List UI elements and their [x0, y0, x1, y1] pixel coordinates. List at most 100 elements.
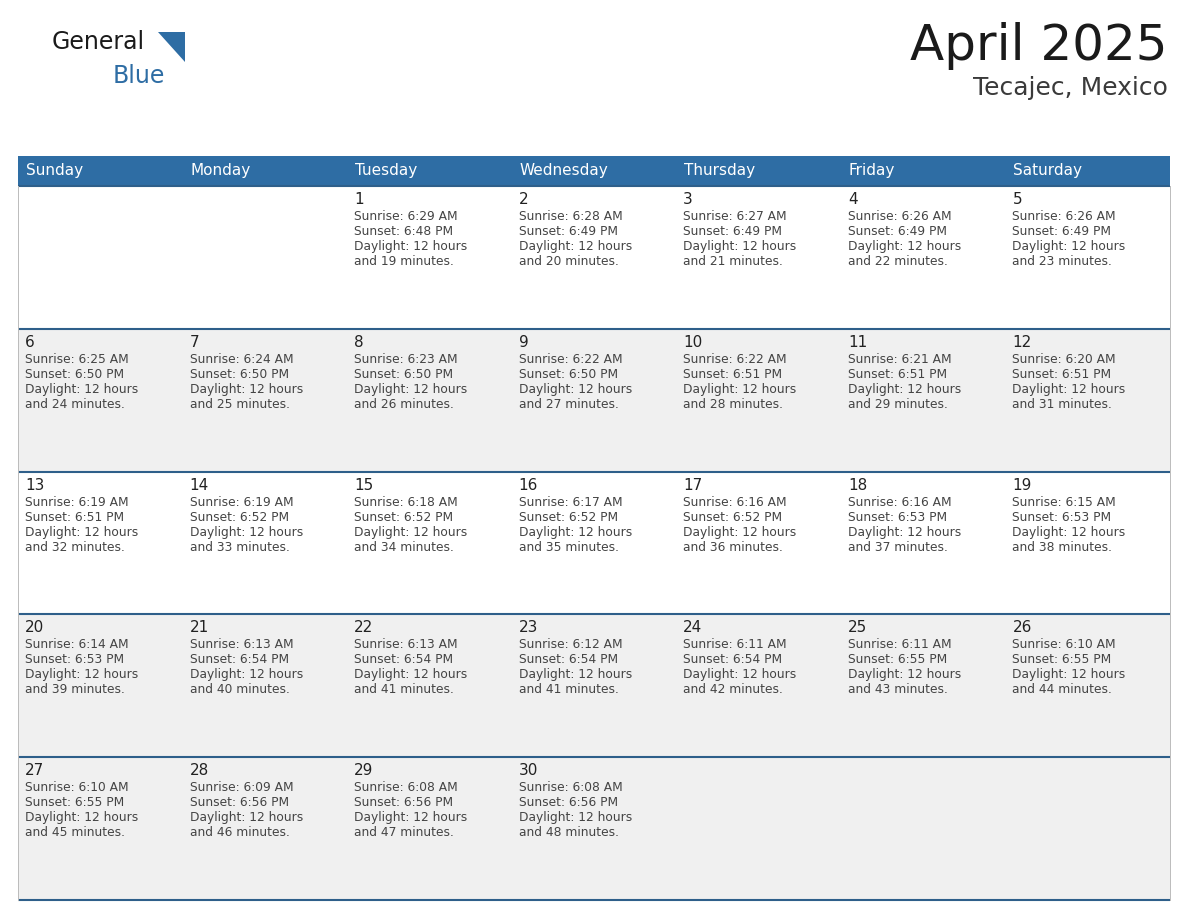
Text: Sunset: 6:49 PM: Sunset: 6:49 PM [848, 225, 947, 238]
Text: 22: 22 [354, 621, 373, 635]
Text: and 21 minutes.: and 21 minutes. [683, 255, 783, 268]
Text: 27: 27 [25, 763, 44, 778]
Text: Wednesday: Wednesday [519, 163, 608, 178]
Text: Sunrise: 6:19 AM: Sunrise: 6:19 AM [190, 496, 293, 509]
Text: 20: 20 [25, 621, 44, 635]
Text: Daylight: 12 hours: Daylight: 12 hours [519, 383, 632, 396]
Text: Daylight: 12 hours: Daylight: 12 hours [1012, 526, 1126, 539]
Text: and 41 minutes.: and 41 minutes. [519, 683, 619, 697]
Text: 17: 17 [683, 477, 702, 493]
Text: Sunset: 6:51 PM: Sunset: 6:51 PM [683, 368, 783, 381]
Text: Daylight: 12 hours: Daylight: 12 hours [1012, 383, 1126, 396]
Text: and 41 minutes.: and 41 minutes. [354, 683, 454, 697]
Text: and 47 minutes.: and 47 minutes. [354, 826, 454, 839]
Text: Tuesday: Tuesday [355, 163, 417, 178]
Text: Sunset: 6:51 PM: Sunset: 6:51 PM [25, 510, 124, 523]
Text: Daylight: 12 hours: Daylight: 12 hours [25, 668, 138, 681]
Text: Sunset: 6:49 PM: Sunset: 6:49 PM [519, 225, 618, 238]
Bar [18, 614, 1170, 757]
Text: Sunrise: 6:20 AM: Sunrise: 6:20 AM [1012, 353, 1116, 365]
Text: Daylight: 12 hours: Daylight: 12 hours [519, 812, 632, 824]
Text: Sunset: 6:55 PM: Sunset: 6:55 PM [25, 796, 125, 809]
Text: Daylight: 12 hours: Daylight: 12 hours [354, 526, 467, 539]
Text: Sunset: 6:53 PM: Sunset: 6:53 PM [25, 654, 124, 666]
Text: and 19 minutes.: and 19 minutes. [354, 255, 454, 268]
Text: and 43 minutes.: and 43 minutes. [848, 683, 948, 697]
Text: Blue: Blue [113, 64, 165, 88]
Text: Sunset: 6:54 PM: Sunset: 6:54 PM [683, 654, 783, 666]
Text: Sunrise: 6:18 AM: Sunrise: 6:18 AM [354, 496, 457, 509]
Text: Monday: Monday [190, 163, 251, 178]
Text: Daylight: 12 hours: Daylight: 12 hours [25, 526, 138, 539]
Text: Sunset: 6:50 PM: Sunset: 6:50 PM [25, 368, 124, 381]
Text: Sunrise: 6:08 AM: Sunrise: 6:08 AM [519, 781, 623, 794]
Text: 26: 26 [1012, 621, 1032, 635]
Text: Sunrise: 6:21 AM: Sunrise: 6:21 AM [848, 353, 952, 365]
Text: Sunrise: 6:08 AM: Sunrise: 6:08 AM [354, 781, 457, 794]
Text: and 45 minutes.: and 45 minutes. [25, 826, 125, 839]
Text: 11: 11 [848, 335, 867, 350]
Text: Sunrise: 6:16 AM: Sunrise: 6:16 AM [683, 496, 786, 509]
Text: Sunrise: 6:10 AM: Sunrise: 6:10 AM [1012, 638, 1116, 652]
Text: Daylight: 12 hours: Daylight: 12 hours [519, 240, 632, 253]
Text: Sunrise: 6:10 AM: Sunrise: 6:10 AM [25, 781, 128, 794]
Text: Daylight: 12 hours: Daylight: 12 hours [190, 526, 303, 539]
Text: Sunset: 6:51 PM: Sunset: 6:51 PM [848, 368, 947, 381]
Text: Sunrise: 6:27 AM: Sunrise: 6:27 AM [683, 210, 786, 223]
Text: Tecajec, Mexico: Tecajec, Mexico [973, 76, 1168, 100]
Text: and 32 minutes.: and 32 minutes. [25, 541, 125, 554]
Text: and 44 minutes.: and 44 minutes. [1012, 683, 1112, 697]
Bar [18, 757, 1170, 900]
Text: Daylight: 12 hours: Daylight: 12 hours [848, 668, 961, 681]
Text: Friday: Friday [849, 163, 896, 178]
Text: Sunset: 6:51 PM: Sunset: 6:51 PM [1012, 368, 1112, 381]
Text: 8: 8 [354, 335, 364, 350]
Text: Sunset: 6:49 PM: Sunset: 6:49 PM [1012, 225, 1112, 238]
Text: Sunrise: 6:09 AM: Sunrise: 6:09 AM [190, 781, 293, 794]
Text: Sunset: 6:54 PM: Sunset: 6:54 PM [354, 654, 454, 666]
Text: Daylight: 12 hours: Daylight: 12 hours [683, 240, 796, 253]
Bar [18, 186, 1170, 329]
Text: Daylight: 12 hours: Daylight: 12 hours [25, 383, 138, 396]
Text: and 25 minutes.: and 25 minutes. [190, 397, 290, 410]
Text: 3: 3 [683, 192, 693, 207]
Text: 25: 25 [848, 621, 867, 635]
Text: and 46 minutes.: and 46 minutes. [190, 826, 290, 839]
Text: 30: 30 [519, 763, 538, 778]
Text: Sunset: 6:56 PM: Sunset: 6:56 PM [190, 796, 289, 809]
Bar [18, 329, 1170, 472]
Text: Sunrise: 6:11 AM: Sunrise: 6:11 AM [848, 638, 952, 652]
Text: Sunrise: 6:15 AM: Sunrise: 6:15 AM [1012, 496, 1117, 509]
Text: Sunrise: 6:23 AM: Sunrise: 6:23 AM [354, 353, 457, 365]
Text: Sunset: 6:52 PM: Sunset: 6:52 PM [519, 510, 618, 523]
Text: Sunset: 6:49 PM: Sunset: 6:49 PM [683, 225, 782, 238]
Text: and 33 minutes.: and 33 minutes. [190, 541, 290, 554]
Text: Sunrise: 6:25 AM: Sunrise: 6:25 AM [25, 353, 128, 365]
Text: and 37 minutes.: and 37 minutes. [848, 541, 948, 554]
Text: 5: 5 [1012, 192, 1022, 207]
Text: Sunrise: 6:22 AM: Sunrise: 6:22 AM [683, 353, 786, 365]
Text: Daylight: 12 hours: Daylight: 12 hours [25, 812, 138, 824]
Text: Daylight: 12 hours: Daylight: 12 hours [519, 526, 632, 539]
Text: 13: 13 [25, 477, 44, 493]
Text: Daylight: 12 hours: Daylight: 12 hours [683, 526, 796, 539]
Text: and 48 minutes.: and 48 minutes. [519, 826, 619, 839]
Text: Sunrise: 6:17 AM: Sunrise: 6:17 AM [519, 496, 623, 509]
Text: 18: 18 [848, 477, 867, 493]
Text: 9: 9 [519, 335, 529, 350]
Text: 15: 15 [354, 477, 373, 493]
Text: 10: 10 [683, 335, 702, 350]
Text: Sunset: 6:56 PM: Sunset: 6:56 PM [354, 796, 454, 809]
Text: Sunset: 6:52 PM: Sunset: 6:52 PM [354, 510, 454, 523]
Text: and 20 minutes.: and 20 minutes. [519, 255, 619, 268]
Text: April 2025: April 2025 [910, 22, 1168, 70]
Text: and 27 minutes.: and 27 minutes. [519, 397, 619, 410]
Text: and 23 minutes.: and 23 minutes. [1012, 255, 1112, 268]
Text: Daylight: 12 hours: Daylight: 12 hours [848, 383, 961, 396]
Text: and 40 minutes.: and 40 minutes. [190, 683, 290, 697]
Text: Sunday: Sunday [26, 163, 83, 178]
Text: and 29 minutes.: and 29 minutes. [848, 397, 948, 410]
Text: Sunrise: 6:13 AM: Sunrise: 6:13 AM [190, 638, 293, 652]
Text: Sunset: 6:55 PM: Sunset: 6:55 PM [1012, 654, 1112, 666]
Text: Sunset: 6:54 PM: Sunset: 6:54 PM [519, 654, 618, 666]
